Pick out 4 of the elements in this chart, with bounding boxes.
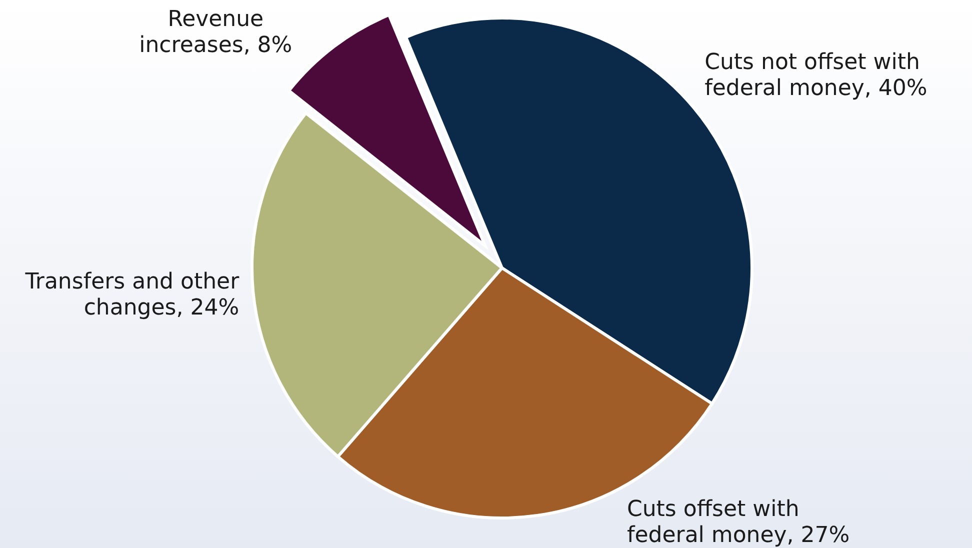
slice-label: Cuts offset with federal money, 27% [627,497,850,548]
slice-label: Revenue increases, 8% [139,7,292,58]
slice-label: Cuts not offset with federal money, 40% [704,50,928,101]
slice-label: Transfers and other changes, 24% [24,270,240,321]
